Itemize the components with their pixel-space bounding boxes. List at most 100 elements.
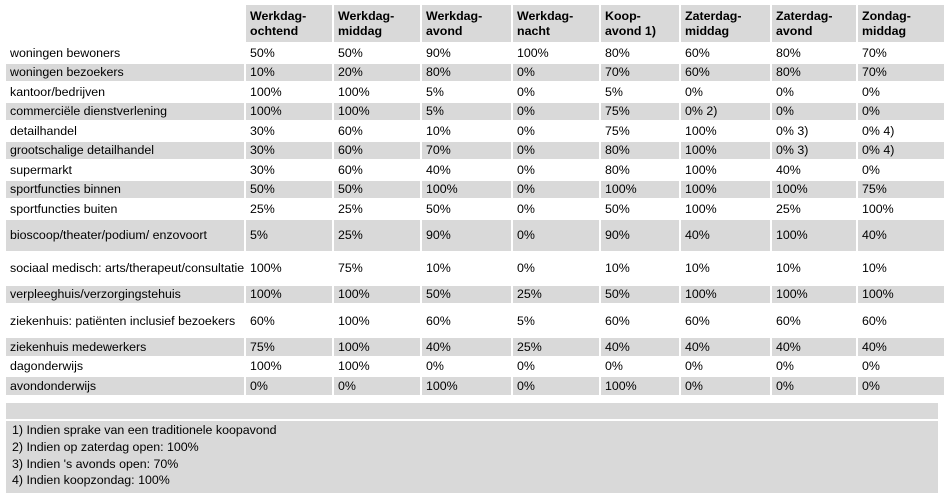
table-cell: 30% (246, 141, 332, 159)
table-cell: 100% (334, 305, 420, 336)
row-label: detailhandel (6, 122, 244, 140)
table-cell: 100% (246, 357, 332, 375)
column-header: Werkdag-avond (422, 5, 511, 42)
table-cell: 25% (334, 200, 420, 218)
table-cell: 100% (601, 377, 679, 395)
table-cell: 60% (334, 141, 420, 159)
row-label: avondonderwijs (6, 377, 244, 395)
table-cell: 40% (422, 338, 511, 356)
table-cell: 5% (601, 83, 679, 101)
table-cell: 50% (422, 285, 511, 303)
table-cell: 50% (246, 44, 332, 62)
table-cell: 0% 4) (858, 141, 944, 159)
table-cell: 5% (246, 219, 332, 251)
column-header: Werkdag-middag (334, 5, 420, 42)
footnote: 1) Indien sprake van een traditionele ko… (12, 423, 277, 437)
table-row: dagonderwijs 100% 100% 0% 0% 0% 0% 0% 0% (6, 357, 944, 375)
table-cell: 40% (858, 219, 944, 251)
table-cell: 0% (334, 377, 420, 395)
table-cell: 80% (422, 63, 511, 81)
header-row: Werkdag-ochtend Werkdag-middag Werkdag-a… (6, 5, 944, 42)
table-cell: 0% (681, 83, 770, 101)
row-label: supermarkt (6, 161, 244, 179)
row-label: woningen bezoekers (6, 63, 244, 81)
table-cell: 70% (858, 44, 944, 62)
table-cell: 5% (513, 305, 599, 336)
table-cell: 0% (772, 102, 856, 120)
table-cell: 60% (681, 44, 770, 62)
table-cell: 0% (422, 357, 511, 375)
table-cell: 0% (513, 161, 599, 179)
table-cell: 80% (601, 44, 679, 62)
table-row: avondonderwijs 0% 0% 100% 0% 100% 0% 0% 0% (6, 377, 944, 395)
table-cell: 5% (422, 83, 511, 101)
table-cell: 60% (681, 305, 770, 336)
table-cell: 0% (858, 102, 944, 120)
table-row: verpleeghuis/verzorgingstehuis 100% 100% 50… (6, 285, 944, 303)
row-label: kantoor/bedrijven (6, 83, 244, 101)
table-cell: 90% (422, 219, 511, 251)
table-cell: 30% (246, 122, 332, 140)
table-cell: 60% (246, 305, 332, 336)
table-cell: 100% (681, 200, 770, 218)
table-cell: 0% (246, 377, 332, 395)
footnote: 2) Indien op zaterdag open: 100% (12, 439, 199, 454)
table-cell: 40% (422, 161, 511, 179)
row-label: ziekenhuis medewerkers (6, 338, 244, 356)
table-cell: 0% (513, 219, 599, 251)
row-label: woningen bewoners (6, 44, 244, 62)
row-label: verpleeghuis/verzorgingstehuis (6, 285, 244, 303)
row-label: dagonderwijs (6, 357, 244, 375)
row-label: sportfuncties buiten (6, 200, 244, 218)
table-cell: 0% (513, 357, 599, 375)
table-cell: 0% (513, 252, 599, 284)
table-cell: 100% (334, 338, 420, 356)
table-cell: 75% (334, 252, 420, 284)
table-cell: 0% (772, 357, 856, 375)
column-header: Werkdag-nacht (513, 5, 599, 42)
table-cell: 100% (334, 83, 420, 101)
table-cell: 75% (246, 338, 332, 356)
table-cell: 0% (858, 377, 944, 395)
table-cell: 100% (681, 122, 770, 140)
column-header: Zaterdag-avond (772, 5, 856, 42)
row-label: sportfuncties binnen (6, 180, 244, 198)
table-cell: 5% (422, 102, 511, 120)
table-cell: 100% (334, 102, 420, 120)
table-cell: 40% (681, 219, 770, 251)
row-label: bioscoop/theater/podium/ enzovoort (6, 219, 244, 251)
table-spacer-band (6, 403, 938, 419)
table-cell: 50% (601, 285, 679, 303)
table-cell: 0% (772, 83, 856, 101)
table-cell: 100% (681, 180, 770, 198)
table-cell: 25% (513, 285, 599, 303)
table-cell: 80% (601, 161, 679, 179)
table-row: grootschalige detailhandel 30% 60% 70% 0% 80%… (6, 141, 944, 159)
table-cell: 25% (772, 200, 856, 218)
table-cell: 100% (422, 180, 511, 198)
table-cell: 100% (681, 161, 770, 179)
header-corner (6, 5, 244, 42)
table-cell: 0% (513, 122, 599, 140)
table-cell: 100% (858, 285, 944, 303)
table-cell: 90% (422, 44, 511, 62)
table-cell: 0% 3) (772, 122, 856, 140)
table-cell: 40% (772, 161, 856, 179)
table-cell: 0% (513, 102, 599, 120)
table-row: bioscoop/theater/podium/ enzovoort 5% 25% 9… (6, 219, 944, 251)
table-cell: 0% (858, 357, 944, 375)
table-cell: 0% 3) (772, 141, 856, 159)
row-label: ziekenhuis: patiënten inclusief bezoeker… (6, 305, 244, 336)
table-cell: 0% (858, 161, 944, 179)
table-cell: 100% (858, 200, 944, 218)
table-cell: 10% (422, 122, 511, 140)
table-cell: 100% (246, 285, 332, 303)
table-cell: 100% (601, 180, 679, 198)
table-cell: 40% (681, 338, 770, 356)
table-cell: 70% (858, 63, 944, 81)
table-cell: 60% (858, 305, 944, 336)
table-cell: 10% (246, 63, 332, 81)
table-cell: 40% (601, 338, 679, 356)
table-row: supermarkt 30% 60% 40% 0% 80% 100% 40% 0% (6, 161, 944, 179)
table-cell: 60% (772, 305, 856, 336)
